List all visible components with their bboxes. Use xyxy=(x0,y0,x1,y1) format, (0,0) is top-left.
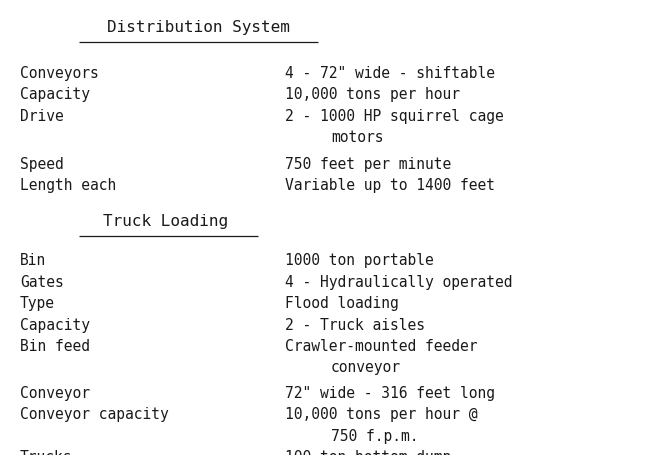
Text: 72" wide - 316 feet long: 72" wide - 316 feet long xyxy=(285,386,495,401)
Text: Conveyor capacity: Conveyor capacity xyxy=(20,407,169,422)
Text: Crawler-mounted feeder: Crawler-mounted feeder xyxy=(285,339,477,354)
Text: Drive: Drive xyxy=(20,109,64,124)
Text: 750 feet per minute: 750 feet per minute xyxy=(285,157,451,172)
Text: 2 - 1000 HP squirrel cage: 2 - 1000 HP squirrel cage xyxy=(285,109,503,124)
Text: 10,000 tons per hour @: 10,000 tons per hour @ xyxy=(285,407,477,422)
Text: Truck Loading: Truck Loading xyxy=(103,214,228,229)
Text: Flood loading: Flood loading xyxy=(285,296,399,311)
Text: 750 f.p.m.: 750 f.p.m. xyxy=(331,429,418,444)
Text: Capacity: Capacity xyxy=(20,87,90,102)
Text: Conveyor: Conveyor xyxy=(20,386,90,401)
Text: conveyor: conveyor xyxy=(331,360,401,375)
Text: Speed: Speed xyxy=(20,157,64,172)
Text: Bin feed: Bin feed xyxy=(20,339,90,354)
Text: Distribution System: Distribution System xyxy=(107,20,290,35)
Text: Length each: Length each xyxy=(20,178,116,193)
Text: Capacity: Capacity xyxy=(20,318,90,333)
Text: 100 ton bottom dump: 100 ton bottom dump xyxy=(285,450,451,455)
Text: Gates: Gates xyxy=(20,275,64,290)
Text: 10,000 tons per hour: 10,000 tons per hour xyxy=(285,87,459,102)
Text: Conveyors: Conveyors xyxy=(20,66,99,81)
Text: motors: motors xyxy=(331,130,383,145)
Text: Type: Type xyxy=(20,296,55,311)
Text: 4 - 72" wide - shiftable: 4 - 72" wide - shiftable xyxy=(285,66,495,81)
Text: Trucks: Trucks xyxy=(20,450,72,455)
Text: Variable up to 1400 feet: Variable up to 1400 feet xyxy=(285,178,495,193)
Text: 1000 ton portable: 1000 ton portable xyxy=(285,253,434,268)
Text: Bin: Bin xyxy=(20,253,46,268)
Text: 4 - Hydraulically operated: 4 - Hydraulically operated xyxy=(285,275,512,290)
Text: 2 - Truck aisles: 2 - Truck aisles xyxy=(285,318,424,333)
